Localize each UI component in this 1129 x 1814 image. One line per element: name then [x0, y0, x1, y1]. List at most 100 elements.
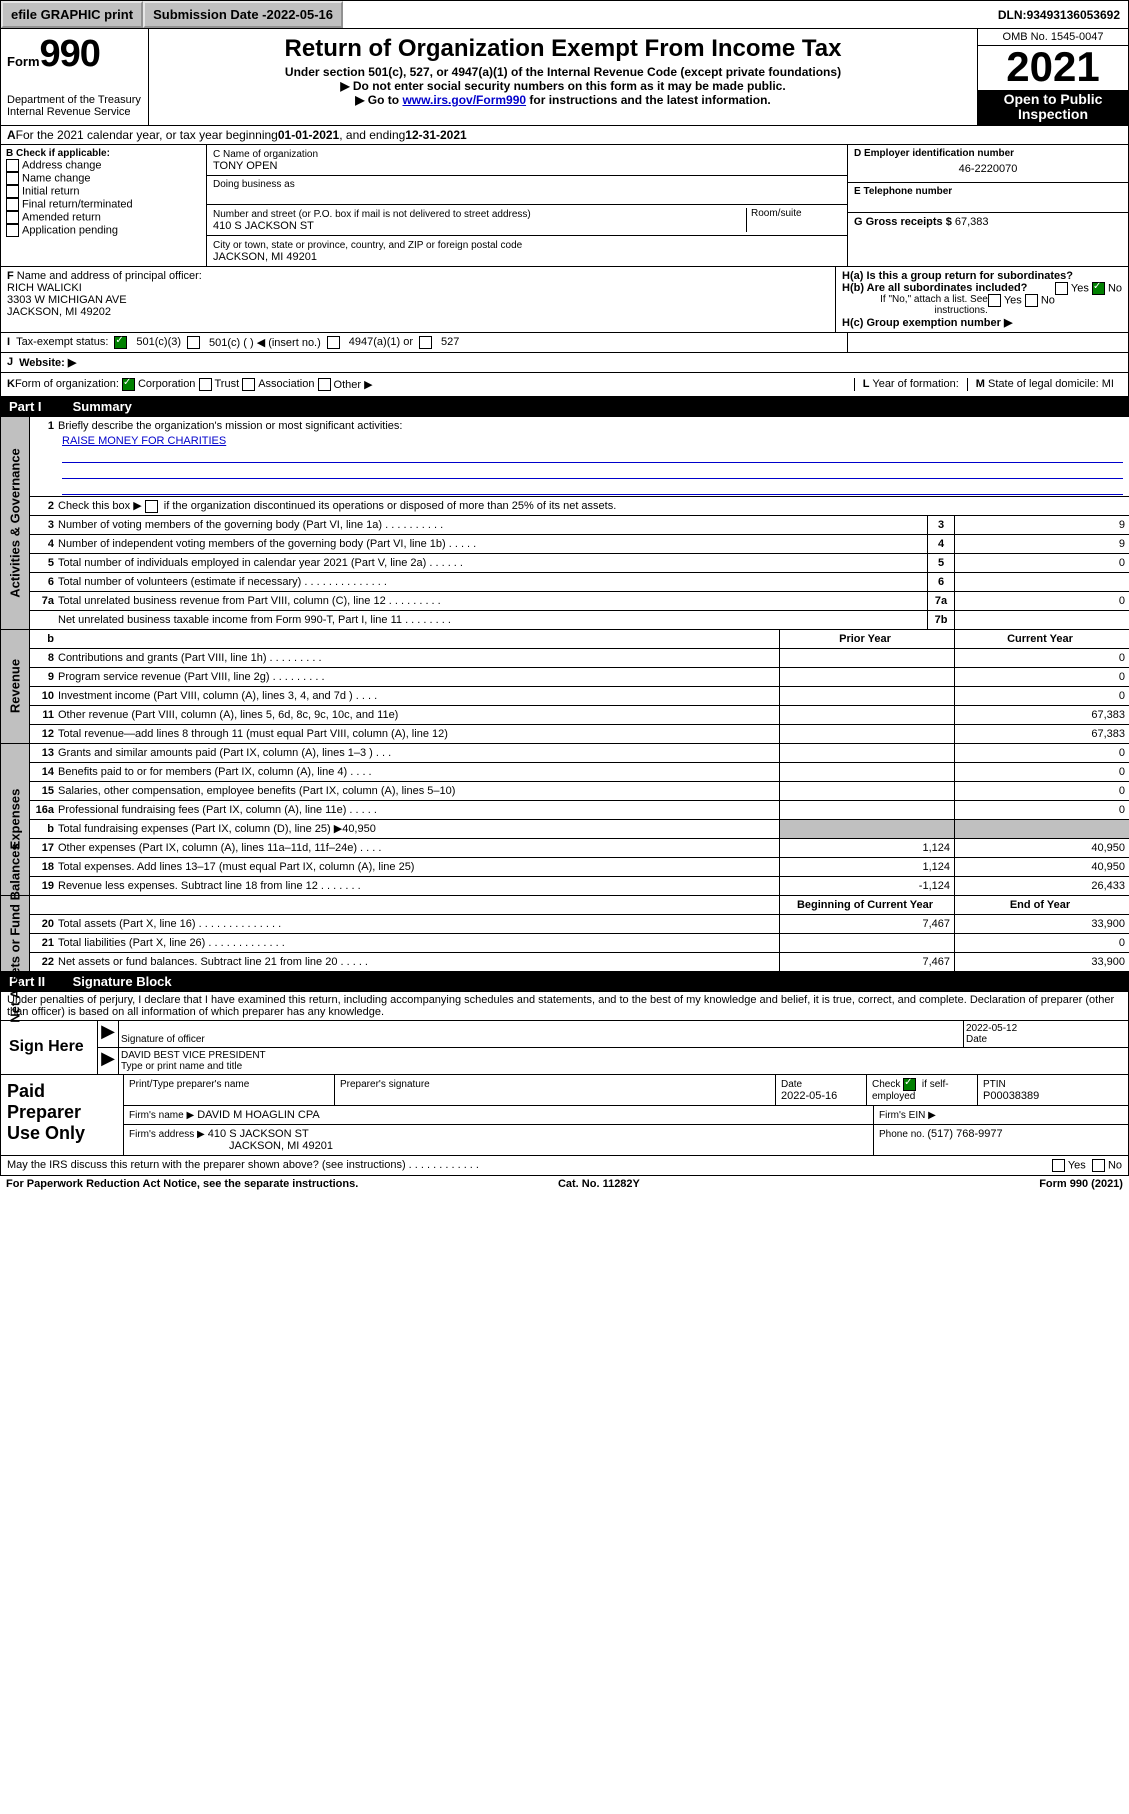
efile-print-button[interactable]: efile GRAPHIC print	[1, 1, 143, 28]
firm-label: Firm's name ▶	[129, 1110, 194, 1121]
cb-discontinued[interactable]	[145, 500, 158, 513]
form-line3: ▶ Go to www.irs.gov/Form990 for instruct…	[153, 93, 973, 107]
line-num: 12	[30, 728, 58, 740]
cb-label: Name change	[22, 172, 91, 184]
line-num: 4	[30, 538, 58, 550]
f-text: Name and address of principal officer:	[17, 270, 202, 282]
cb-initial-return[interactable]	[6, 185, 19, 198]
check-label: Check	[872, 1079, 900, 1090]
form-num: 990	[40, 33, 100, 75]
section-a-mid: , and ending	[339, 128, 405, 142]
cb-corp[interactable]	[122, 378, 135, 391]
cb-hb-yes[interactable]	[988, 294, 1001, 307]
cb-label: Application pending	[22, 224, 118, 236]
line-box: 4	[927, 535, 954, 553]
line-v1	[779, 668, 954, 686]
vtab-governance: Activities & Governance	[8, 448, 23, 598]
m-val: MI	[1102, 378, 1114, 390]
line-text: Grants and similar amounts paid (Part IX…	[58, 745, 779, 761]
ptin-label: PTIN	[983, 1079, 1006, 1090]
hdr-prior: Prior Year	[779, 630, 954, 648]
cb-ha-no[interactable]	[1092, 282, 1105, 295]
cb-name-change[interactable]	[6, 172, 19, 185]
line-val	[954, 573, 1129, 591]
cb-hb-no[interactable]	[1025, 294, 1038, 307]
cb-discuss-yes[interactable]	[1052, 1159, 1065, 1172]
prep-name-label: Print/Type preparer's name	[129, 1079, 249, 1090]
sig-name-label: Type or print name and title	[121, 1061, 242, 1072]
line-v1: -1,124	[779, 877, 954, 895]
line-v2: 0	[954, 668, 1129, 686]
cb-trust[interactable]	[199, 378, 212, 391]
cb-amended[interactable]	[6, 211, 19, 224]
officer-addr1: 3303 W MICHIGAN AVE	[7, 294, 127, 306]
line-v1	[779, 744, 954, 762]
cb-527[interactable]	[419, 336, 432, 349]
m-label: M	[976, 378, 985, 390]
dln: DLN: 93493136053692	[990, 1, 1128, 28]
officer-name: RICH WALICKI	[7, 282, 82, 294]
cb-assoc[interactable]	[242, 378, 255, 391]
line-text: Total revenue—add lines 8 through 11 (mu…	[58, 726, 779, 742]
line-v2: 40,950	[954, 839, 1129, 857]
line-v2: 0	[954, 763, 1129, 781]
cb-other[interactable]	[318, 378, 331, 391]
line-box: 5	[927, 554, 954, 572]
line-text: Total fundraising expenses (Part IX, col…	[58, 820, 779, 837]
line-v2: 0	[954, 744, 1129, 762]
i-text: Tax-exempt status:	[16, 336, 108, 348]
j-label: J	[7, 356, 13, 368]
pra: For Paperwork Reduction Act Notice, see …	[6, 1178, 358, 1190]
no: No	[1041, 294, 1055, 306]
l2b: if the organization discontinued its ope…	[164, 500, 617, 512]
submission-date-value: 2022-05-16	[267, 7, 334, 22]
hb-label: H(b) Are all subordinates included?	[842, 282, 1027, 294]
addr1: 410 S JACKSON ST	[208, 1128, 309, 1140]
cb-ha-yes[interactable]	[1055, 282, 1068, 295]
instructions-link[interactable]: www.irs.gov/Form990	[402, 93, 526, 107]
opt-4947: 4947(a)(1) or	[349, 336, 413, 348]
section-a: A For the 2021 calendar year, or tax yea…	[0, 126, 1129, 145]
opt-assoc: Association	[258, 378, 314, 391]
cb-501c3[interactable]	[114, 336, 127, 349]
street-label: Number and street (or P.O. box if mail i…	[213, 209, 531, 220]
h-note: If "No," attach a list. See instructions…	[842, 294, 1122, 316]
cb-4947[interactable]	[327, 336, 340, 349]
line-num: 11	[30, 709, 58, 721]
part2-header: Part II Signature Block	[0, 972, 1129, 992]
name-label: C Name of organization	[213, 149, 318, 160]
sig-officer: Signature of officer	[118, 1021, 963, 1047]
opt-501c: 501(c) ( ) ◀ (insert no.)	[209, 336, 321, 349]
cb-self-employed[interactable]	[903, 1078, 916, 1091]
cb-app-pending[interactable]	[6, 224, 19, 237]
line-num: 6	[30, 576, 58, 588]
line-num: 9	[30, 671, 58, 683]
form-number: Form990	[7, 33, 142, 76]
gross-label: G Gross receipts $	[854, 216, 955, 228]
line-val	[954, 611, 1129, 629]
vtab-revenue: Revenue	[8, 659, 23, 713]
line-v1: 1,124	[779, 839, 954, 857]
prep-phone: (517) 768-9977	[927, 1128, 1002, 1140]
line-v1	[779, 706, 954, 724]
form-subtitle: Under section 501(c), 527, or 4947(a)(1)…	[153, 65, 973, 79]
line-text: Total number of individuals employed in …	[58, 555, 927, 571]
line-v1	[779, 649, 954, 667]
firm: DAVID M HOAGLIN CPA	[197, 1109, 319, 1121]
opt-501c3: 501(c)(3)	[136, 336, 181, 348]
line-num: 3	[30, 519, 58, 531]
ty-end: 12-31-2021	[405, 128, 466, 142]
opt-527: 527	[441, 336, 459, 348]
line-num: 19	[30, 880, 58, 892]
cb-501c[interactable]	[187, 336, 200, 349]
sig-officer-label: Signature of officer	[121, 1034, 205, 1045]
cb-final-return[interactable]	[6, 198, 19, 211]
cb-discuss-no[interactable]	[1092, 1159, 1105, 1172]
summary-governance: Activities & Governance 1Briefly describ…	[0, 417, 1129, 630]
sign-here-label: Sign Here	[1, 1021, 97, 1074]
line-text: Net unrelated business taxable income fr…	[58, 612, 927, 628]
cb-address-change[interactable]	[6, 159, 19, 172]
line-text: Other expenses (Part IX, column (A), lin…	[58, 840, 779, 856]
cb-label: Initial return	[22, 185, 79, 197]
line-v2: 0	[954, 649, 1129, 667]
